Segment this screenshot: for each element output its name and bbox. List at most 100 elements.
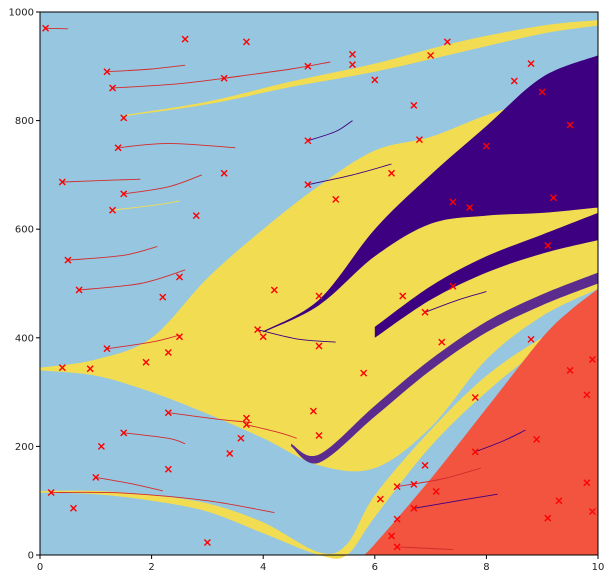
band-purple-middle-band — [374, 212, 598, 338]
y-tick-label: 600 — [15, 225, 34, 236]
trail-line — [168, 412, 253, 423]
cross-marker — [103, 68, 111, 76]
cross-marker — [120, 190, 128, 198]
cross-markers — [42, 24, 596, 551]
cross-marker — [86, 365, 94, 373]
cross-marker — [443, 38, 451, 46]
band-upper-yellow-wedge — [123, 20, 598, 117]
trail-line — [67, 246, 158, 261]
y-tick-label: 1000 — [9, 8, 34, 19]
cross-marker — [164, 348, 172, 356]
area-bands — [40, 20, 598, 559]
cross-marker — [399, 292, 407, 300]
y-tick-label: 200 — [15, 442, 34, 453]
cross-marker — [220, 74, 228, 82]
cross-marker — [388, 169, 396, 177]
cross-marker — [58, 364, 66, 372]
cross-marker — [332, 195, 340, 203]
trail-line — [118, 142, 236, 149]
cross-marker — [164, 409, 172, 417]
trail-line — [106, 334, 180, 350]
cross-marker — [309, 407, 317, 415]
trail-line — [145, 349, 225, 363]
cross-marker — [555, 497, 563, 505]
cross-marker — [482, 142, 490, 150]
trail-line — [112, 200, 180, 211]
cross-marker — [97, 442, 105, 450]
cross-marker — [164, 465, 172, 473]
cross-marker — [304, 137, 312, 145]
cross-marker — [388, 532, 396, 540]
cross-marker — [259, 333, 267, 341]
cross-marker — [410, 480, 418, 488]
band-purple-upper-band — [263, 55, 598, 333]
cross-marker — [315, 292, 323, 300]
trail-line — [123, 174, 202, 195]
cross-marker — [538, 88, 546, 96]
trail-line — [62, 178, 141, 183]
band-purple-lower-band — [291, 272, 598, 464]
cross-marker — [393, 483, 401, 491]
trail-line — [246, 424, 297, 439]
cross-marker — [449, 282, 457, 290]
cross-marker — [527, 60, 535, 68]
cross-marker — [432, 487, 440, 495]
cross-marker — [421, 461, 429, 469]
x-tick-label: 0 — [37, 562, 43, 573]
trail-line — [224, 61, 331, 79]
cross-marker — [583, 391, 591, 399]
cross-marker — [109, 206, 117, 214]
cross-marker — [510, 77, 518, 85]
trail-line — [51, 491, 275, 514]
cross-marker — [242, 421, 250, 429]
cross-marker — [75, 286, 83, 294]
cross-marker — [237, 434, 245, 442]
trail-line — [106, 64, 186, 73]
cross-marker — [92, 473, 100, 481]
cross-marker — [371, 76, 379, 84]
cross-marker — [410, 101, 418, 109]
y-axis: 0 200 400 600 800 1000 — [9, 8, 40, 562]
plot-area — [39, 11, 599, 559]
cross-marker — [466, 203, 474, 211]
cross-marker — [438, 338, 446, 346]
cross-marker — [471, 448, 479, 456]
cross-marker — [348, 61, 356, 69]
cross-marker — [566, 366, 574, 374]
y-tick-label: 0 — [28, 551, 34, 562]
cross-marker — [203, 539, 211, 547]
cross-marker — [393, 515, 401, 523]
cross-marker — [181, 35, 189, 43]
trail-line — [475, 429, 526, 453]
cross-marker — [192, 212, 200, 220]
cross-marker — [42, 24, 50, 32]
cross-marker — [176, 273, 183, 281]
trail-line — [45, 27, 68, 30]
cross-marker — [304, 181, 312, 189]
cross-marker — [415, 136, 423, 144]
cross-marker — [566, 121, 574, 129]
cross-marker — [47, 489, 55, 497]
trail-line — [397, 546, 453, 551]
cross-marker — [315, 342, 323, 350]
x-tick-label: 2 — [148, 562, 154, 573]
cross-marker — [242, 414, 250, 422]
cross-marker — [348, 50, 356, 58]
trail-line — [123, 432, 186, 445]
cross-marker — [527, 335, 535, 343]
cross-marker — [226, 449, 234, 457]
trail-line — [413, 493, 498, 509]
cross-marker — [544, 241, 552, 249]
cross-marker — [254, 326, 262, 334]
cross-marker — [159, 293, 167, 301]
cross-marker — [588, 356, 596, 364]
x-tick-label: 10 — [592, 562, 605, 573]
x-tick-label: 6 — [372, 562, 378, 573]
cross-marker — [421, 308, 429, 316]
cross-marker — [120, 114, 128, 122]
cross-marker — [120, 429, 128, 437]
cross-marker — [376, 495, 384, 503]
cross-marker — [544, 514, 552, 522]
cross-marker — [176, 333, 183, 341]
